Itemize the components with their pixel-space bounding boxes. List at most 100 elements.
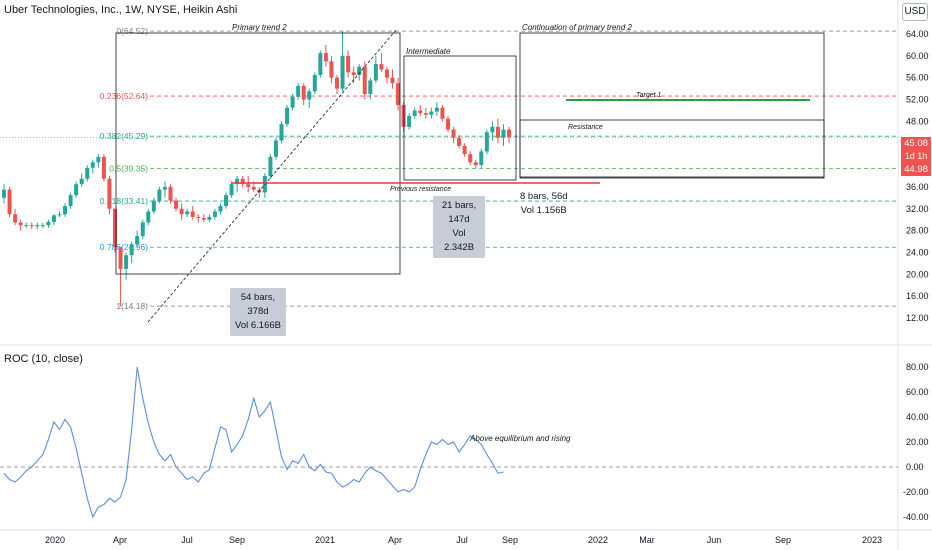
target-label: Target 1 <box>636 92 662 99</box>
price-tick-label: 64.00 <box>906 29 929 39</box>
measure-box-2-bars: 21 bars, 147d <box>441 200 477 225</box>
candle-body <box>296 85 301 97</box>
measure-box-2: 21 bars, 147d Vol 2.342B <box>433 196 485 258</box>
price-tick-label: 28.00 <box>906 226 929 236</box>
candle-body <box>240 178 245 185</box>
candle-body <box>2 189 6 198</box>
candle-body <box>384 69 389 78</box>
last-price-tag: 45.08 <box>901 137 931 150</box>
candle-body <box>96 156 101 163</box>
roc-tick-label: 20.00 <box>906 437 929 447</box>
countdown-tag: 1d 1h <box>901 150 931 163</box>
price-tick-label: 48.00 <box>906 116 929 126</box>
primary-trendline <box>147 29 397 323</box>
time-tick-label: Mar <box>639 535 655 545</box>
candle-body <box>290 96 295 108</box>
measure-box-3-vol: Vol 1.156B <box>520 205 567 216</box>
candle-body <box>390 77 395 84</box>
measure-box-3: 8 bars, 56d Vol 1.156B <box>520 190 568 218</box>
candle-body <box>468 154 473 163</box>
open-price-tag: 44.98 <box>901 163 931 176</box>
fib-level-label: 0.382(45.29) <box>100 131 148 141</box>
fib-level-label: 0.786(24.96) <box>100 242 148 252</box>
candle-body <box>7 189 12 215</box>
candle-body <box>346 55 351 73</box>
price-tick-label: 36.00 <box>906 182 929 192</box>
time-tick-label: 2021 <box>315 535 335 545</box>
candle-body <box>329 61 334 78</box>
candle-body <box>201 218 206 220</box>
candle-body <box>440 107 445 119</box>
candle-body <box>24 225 29 227</box>
candle-body <box>207 216 212 220</box>
candle-body <box>29 225 34 227</box>
candle-body <box>157 189 162 201</box>
candle-body <box>63 206 68 215</box>
candle-body <box>74 184 79 196</box>
candle-body <box>379 64 384 70</box>
candle-body <box>312 74 317 92</box>
candle-body <box>335 77 339 89</box>
candle-body <box>118 247 123 269</box>
candle-body <box>357 66 362 75</box>
candle-body <box>90 162 95 168</box>
roc-tick-label: -40.00 <box>903 512 929 522</box>
intermediate-label: Intermediate <box>406 47 451 56</box>
previous-resistance-label: Previous resistance <box>390 186 451 193</box>
candle-body <box>79 178 84 185</box>
price-tick-label: 32.00 <box>906 204 929 214</box>
time-tick-label: Sep <box>775 535 791 545</box>
time-tick-label: 2023 <box>862 535 882 545</box>
resistance-box <box>519 119 825 178</box>
candle-body <box>434 107 439 112</box>
time-tick-label: Apr <box>388 535 402 545</box>
price-tick-label: 52.00 <box>906 95 929 105</box>
continuation-box <box>519 32 825 179</box>
candle-body <box>146 211 151 223</box>
candle-body <box>190 211 195 217</box>
resistance-label: Resistance <box>568 124 603 131</box>
candle-body <box>473 162 478 166</box>
candle-body <box>251 186 256 190</box>
price-tick-label: 16.00 <box>906 291 929 301</box>
candle-body <box>168 186 173 201</box>
candle-body <box>101 156 106 179</box>
candle-body <box>484 132 489 152</box>
roc-indicator-label[interactable]: ROC (10, close) <box>4 353 83 365</box>
price-tick-label: 56.00 <box>906 73 929 83</box>
measure-box-3-bars: 8 bars, 56d <box>520 191 568 202</box>
time-tick-label: Sep <box>229 535 245 545</box>
candle-body <box>140 222 145 237</box>
continuation-label: Continuation of primary trend 2 <box>522 23 632 32</box>
candle-body <box>218 206 223 212</box>
candle-body <box>18 222 23 226</box>
currency-button[interactable]: USD <box>902 3 928 21</box>
roc-line <box>3 366 504 519</box>
measure-box-1-vol: Vol 6.166B <box>235 320 281 331</box>
price-tick-label: 12.00 <box>906 313 929 323</box>
candle-body <box>57 214 62 216</box>
time-tick-label: Jun <box>707 535 722 545</box>
candle-body <box>68 195 73 207</box>
candle-body <box>246 184 251 187</box>
time-tick-label: Apr <box>113 535 127 545</box>
candle-body <box>301 85 306 100</box>
fib-level-label: 0.236(52.64) <box>100 91 148 101</box>
roc-tick-label: 60.00 <box>906 387 929 397</box>
candle-body <box>279 124 284 141</box>
candle-body <box>51 215 56 222</box>
candle-body <box>35 225 40 227</box>
candle-body <box>318 53 323 75</box>
candle-body <box>268 156 273 176</box>
candle-body <box>323 53 328 62</box>
candle-body <box>495 126 500 138</box>
fib-level-label: 0(64.52) <box>116 26 148 36</box>
candle-body <box>362 66 367 95</box>
candle-body <box>107 178 112 209</box>
fib-level-label: 1(14.18) <box>116 301 148 311</box>
time-tick-label: Jul <box>181 535 193 545</box>
candle-body <box>124 255 129 269</box>
candle-body <box>368 80 373 95</box>
candle-body <box>462 145 467 155</box>
